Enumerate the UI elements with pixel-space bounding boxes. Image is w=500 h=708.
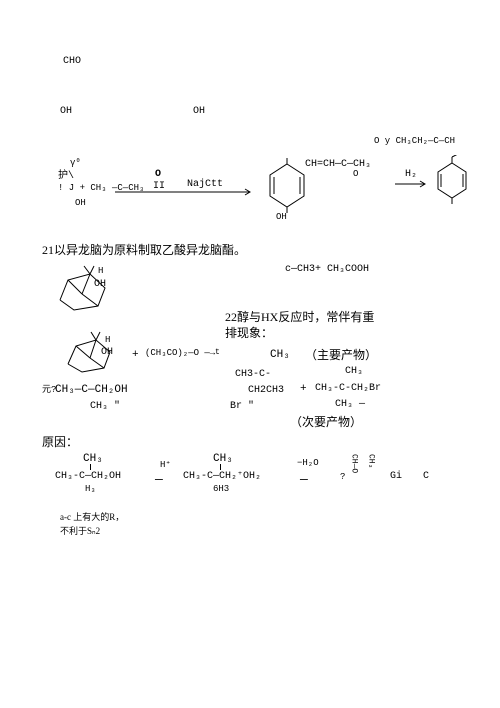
q22-alc: CH₃—C—CH₂OH bbox=[55, 383, 128, 397]
q22-plus: + bbox=[300, 382, 307, 396]
q21-ac2o: (CH₃CO)₂—O —→ bbox=[145, 348, 215, 360]
scheme1-container: γ⁰ 护\ ! J + CH₃ —C—CH₃ OH O II NajCtt CH… bbox=[55, 158, 475, 236]
q21-iso2-oh: OH bbox=[101, 346, 113, 359]
mech-alc-b: CH₃-C—CH₂⁺OH₂ bbox=[183, 470, 261, 483]
q21-iso1-oh: OH bbox=[94, 278, 106, 291]
mech-h3-a: H₃ bbox=[85, 484, 96, 496]
mech-vert1: CH—O bbox=[348, 454, 358, 473]
q21-iso2-h: H bbox=[105, 335, 110, 347]
q22-alc-sub: CH₃ " bbox=[90, 400, 120, 413]
label-oh-left: OH bbox=[60, 105, 72, 118]
mech-bar2: ― bbox=[300, 472, 308, 489]
q22-minor-ch3-top: CH₃ bbox=[345, 365, 363, 378]
note-2: 不利于Sₙ2 bbox=[60, 526, 100, 538]
q21-text: 21以异龙脑为原料制取乙酸异龙脑酯。 bbox=[42, 243, 246, 259]
mech-ch3-a: CH₃ bbox=[83, 452, 103, 466]
scheme1-oh-below: OH bbox=[75, 198, 86, 210]
note-1: a-c 上有大的R， bbox=[60, 512, 124, 524]
q22-minor-label: （次要产物） bbox=[290, 415, 362, 431]
label-cho: CHO bbox=[63, 55, 81, 68]
q22-ch3-main: CH₃ bbox=[270, 348, 290, 362]
q21-iso1-h: H bbox=[98, 266, 103, 278]
label-right-fragment: O y CH₃CH₂—C—CH bbox=[374, 136, 455, 148]
scheme1-oh-prod: OH bbox=[276, 212, 287, 224]
q22-intro2: 排现象： bbox=[225, 326, 273, 342]
q22-intro1: 22醇与HX反应时，常伴有重 bbox=[225, 310, 405, 326]
q21-isoborneol-2 bbox=[60, 326, 126, 380]
mech-vert2: CH₃ bbox=[365, 454, 375, 468]
q21-t: t bbox=[215, 348, 220, 358]
q21-plus: + bbox=[132, 348, 139, 362]
mech-bar1: ― bbox=[155, 472, 163, 489]
mech-alc-a: CH₃-C—CH₂OH bbox=[55, 470, 121, 483]
mechanism-row: CH₃ CH₃-C—CH₂OH H₃ H⁺ ― CH₃ CH₃-C—CH₂⁺OH… bbox=[55, 452, 475, 512]
mech-h3-b: 6H3 bbox=[213, 484, 229, 496]
q22-main-label: （主要产物） bbox=[305, 348, 377, 364]
q21-isoborneol-1 bbox=[50, 260, 120, 318]
scheme1-prod-frag: CH=CH—C—CH₃ bbox=[305, 158, 371, 171]
q22-br: Br " bbox=[230, 400, 254, 413]
q22-minor-mid: CH₃-C-CH₂Br bbox=[315, 382, 381, 395]
q22-ch3c: CH3-C- bbox=[235, 368, 271, 381]
scheme1-hu: 护\ bbox=[58, 170, 74, 183]
mech-frag2: Gi bbox=[390, 470, 402, 483]
mech-frag1: ? bbox=[340, 472, 345, 484]
scheme1-benzene-final bbox=[430, 155, 474, 211]
q22-ch2ch3: CH2CH3 bbox=[248, 384, 284, 397]
mech-minus-h2o: −H₂O bbox=[297, 458, 319, 470]
reason-heading: 原因： bbox=[42, 435, 78, 451]
scheme1-o-carbonyl: O bbox=[353, 169, 358, 181]
mech-ch3-b: CH₃ bbox=[213, 452, 233, 466]
label-oh-mid: OH bbox=[193, 105, 205, 118]
scheme1-arrow2 bbox=[395, 180, 429, 188]
scheme1-arrow1 bbox=[115, 188, 255, 196]
scheme1-gamma: γ⁰ bbox=[70, 158, 81, 170]
q21-side-reagent: c—CH3+ CH₃COOH bbox=[285, 263, 369, 276]
mech-frag3: C bbox=[423, 470, 429, 483]
mech-hplus: H⁺ bbox=[160, 460, 171, 472]
q22-minor-bot: CH₃ — bbox=[335, 398, 365, 411]
